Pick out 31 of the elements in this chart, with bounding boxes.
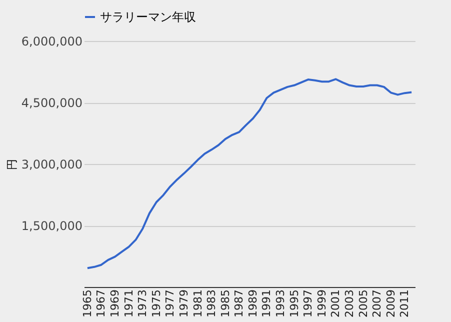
x-tick-label: 1997 xyxy=(302,290,315,318)
x-tick-label: 2007 xyxy=(370,290,384,318)
x-tick-label: 2001 xyxy=(329,290,342,318)
x-tick-label: 1993 xyxy=(274,290,288,318)
x-tick-label: 2005 xyxy=(356,290,370,318)
y-tick-label: 3,000,000 xyxy=(21,158,82,172)
x-tick-label: 1971 xyxy=(122,290,136,318)
y-tick-label: 6,000,000 xyxy=(21,34,82,48)
x-tick-label: 1995 xyxy=(288,290,301,318)
x-tick-label: 2011 xyxy=(398,290,412,318)
x-tick-label: 1991 xyxy=(260,290,274,318)
legend-label: サラリーマン年収 xyxy=(100,10,196,24)
x-tick-label: 1989 xyxy=(246,290,260,318)
x-tick-label: 1981 xyxy=(191,290,204,318)
x-tick-label: 1965 xyxy=(80,290,94,318)
x-tick-label: 2009 xyxy=(384,290,398,318)
x-tick-label: 2003 xyxy=(342,290,356,318)
x-tick-label: 1983 xyxy=(205,290,218,318)
x-tick-label: 1975 xyxy=(150,290,163,318)
y-axis-title: 円 xyxy=(5,159,18,170)
x-tick-label: 1979 xyxy=(177,290,190,318)
line-series xyxy=(86,78,413,270)
x-tick-label: 1987 xyxy=(232,290,246,318)
x-tick-label: 1977 xyxy=(164,290,177,318)
x-tick-label: 1985 xyxy=(218,290,232,318)
x-tick-label: 1999 xyxy=(315,290,328,318)
x-tick-label: 1967 xyxy=(94,290,108,318)
y-tick-label: 1,500,000 xyxy=(21,219,82,233)
x-tick-label: 1973 xyxy=(136,290,150,318)
x-tick-label: 1969 xyxy=(108,290,122,318)
y-tick-label: 4,500,000 xyxy=(21,96,82,110)
